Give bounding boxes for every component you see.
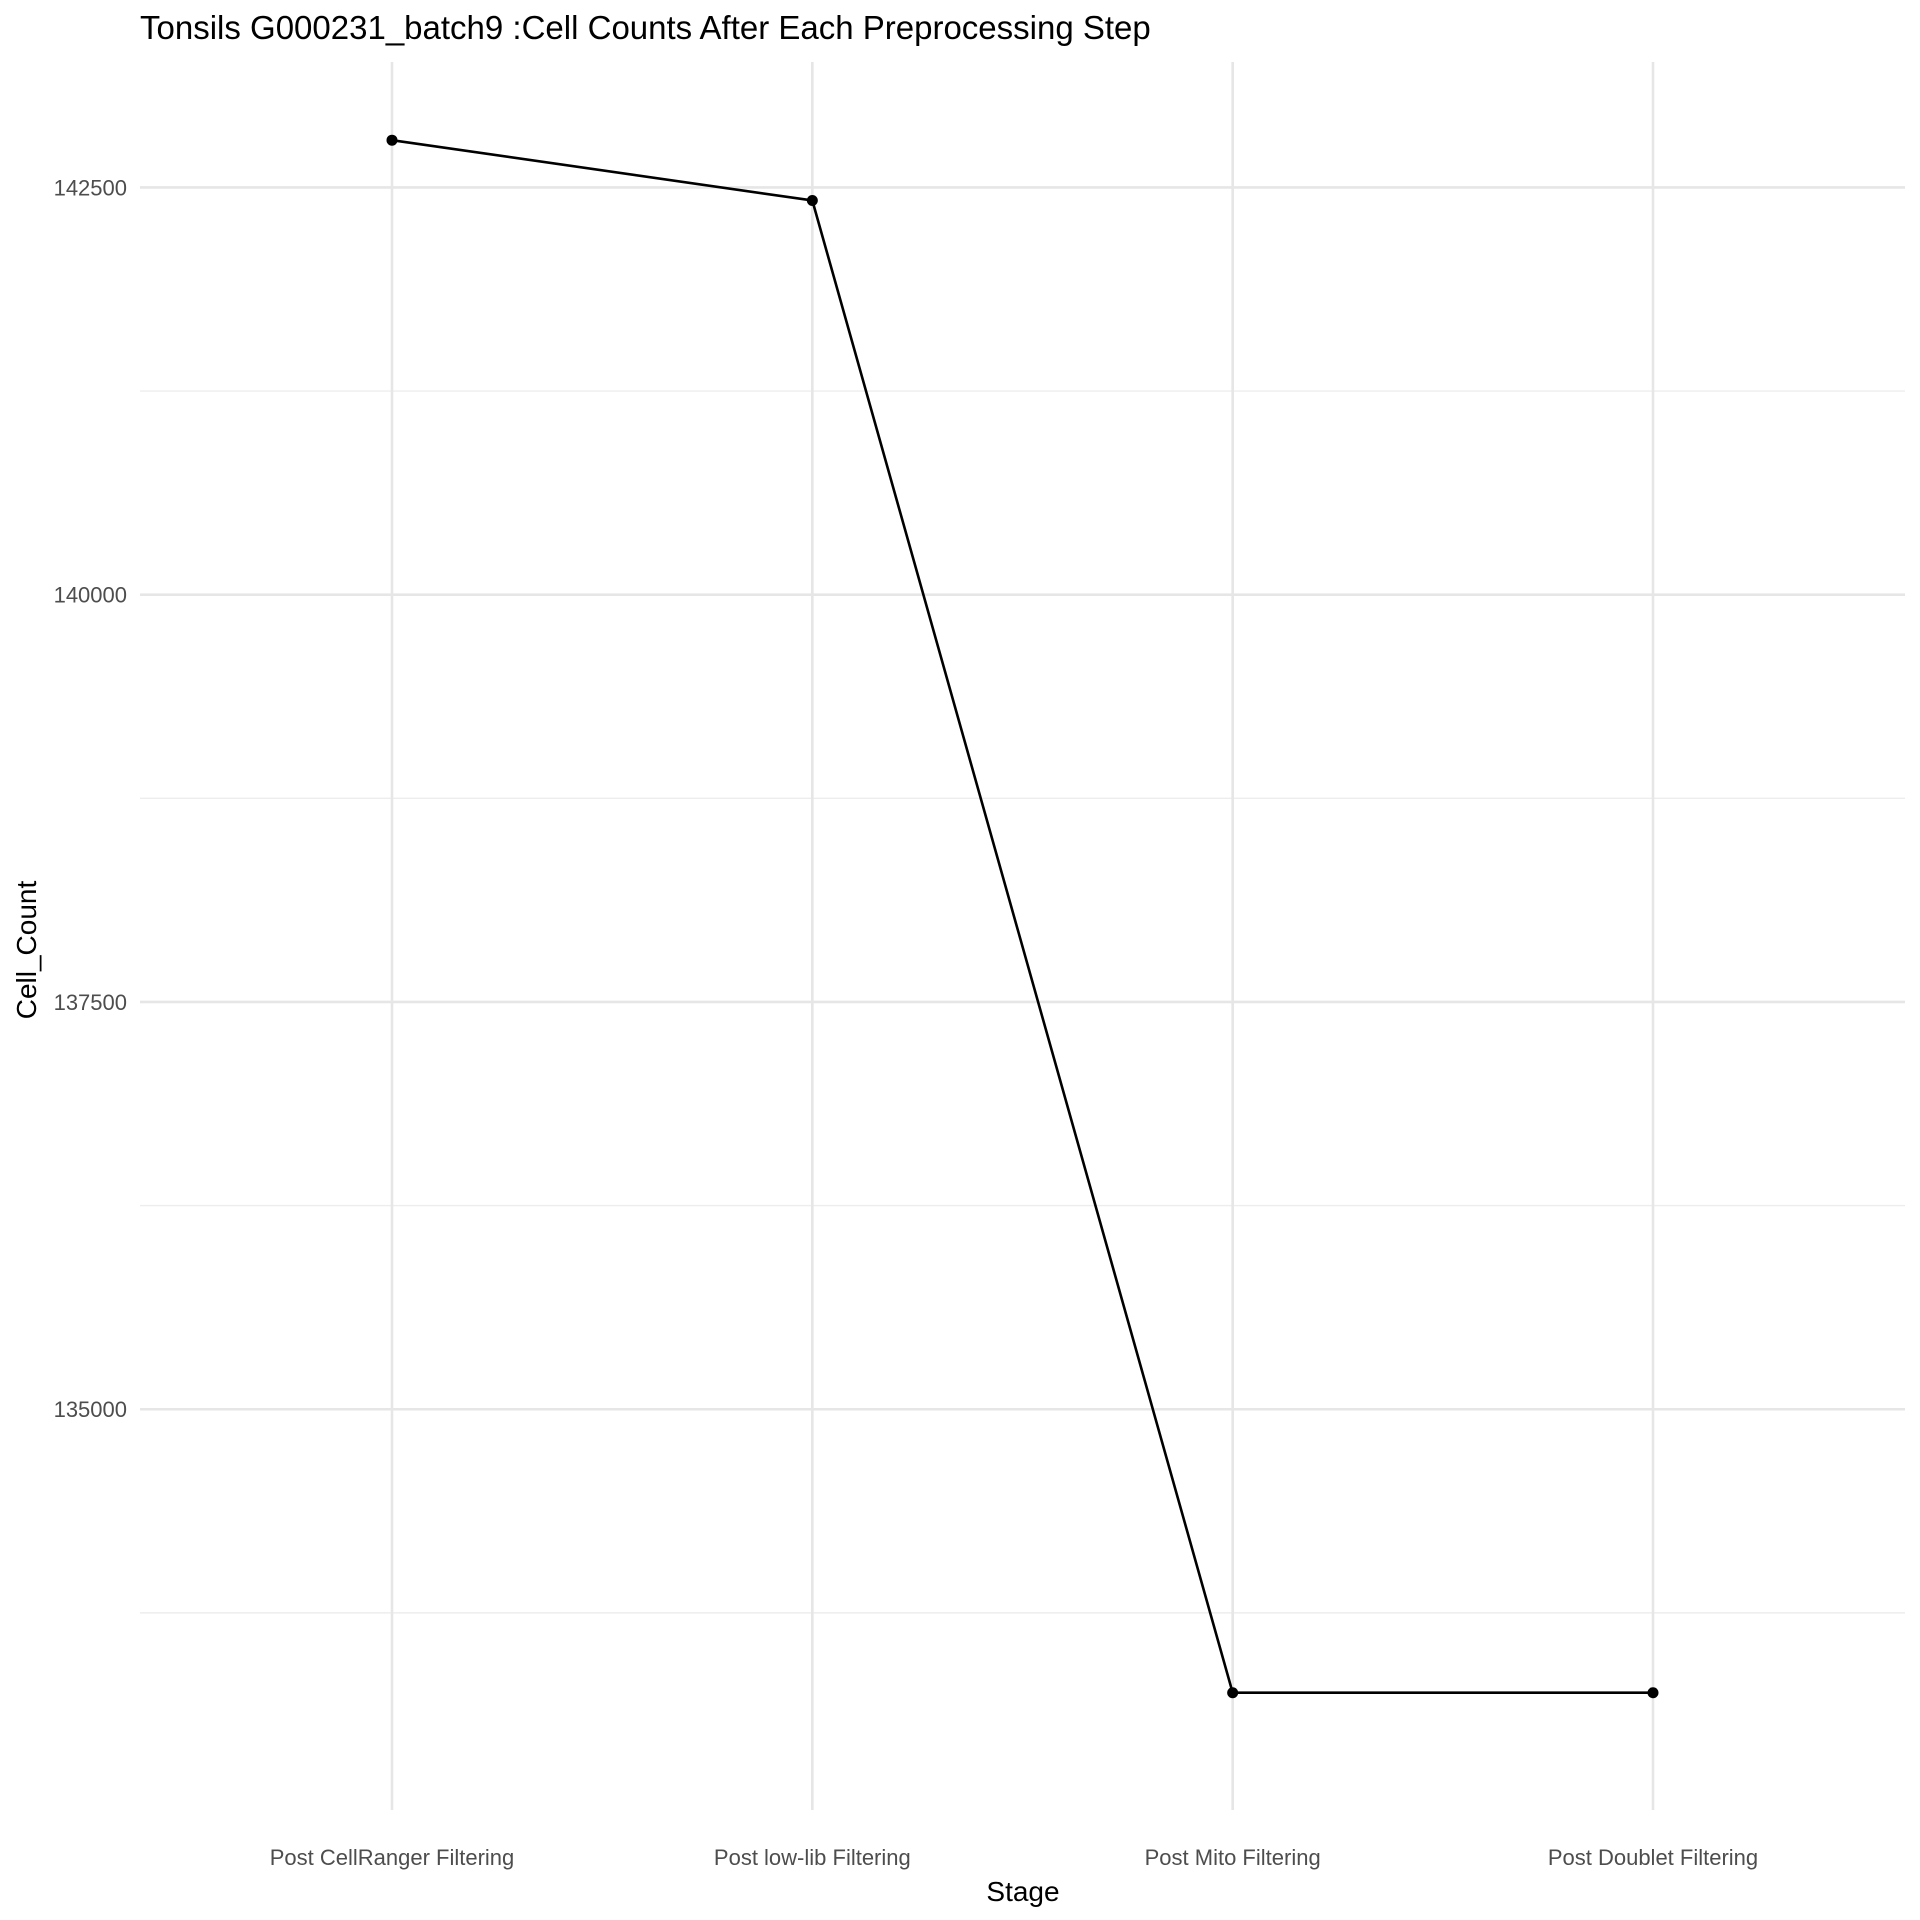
x-tick-label: Post CellRanger Filtering (270, 1845, 515, 1870)
x-tick-label: Post Doublet Filtering (1548, 1845, 1758, 1870)
y-tick-label: 142500 (54, 175, 127, 200)
data-point (1647, 1687, 1659, 1699)
x-tick-label: Post Mito Filtering (1145, 1845, 1321, 1870)
y-axis-title: Cell_Count (11, 881, 42, 1020)
x-axis-ticks: Post CellRanger Filtering Post low-lib Fi… (270, 1845, 1758, 1870)
chart-title: Tonsils G000231_batch9 :Cell Counts Afte… (140, 9, 1151, 46)
y-tick-label: 135000 (54, 1397, 127, 1422)
data-point (1227, 1687, 1239, 1699)
grid (140, 62, 1905, 1810)
series (386, 134, 1659, 1699)
y-tick-label: 140000 (54, 583, 127, 608)
data-point (386, 134, 398, 146)
series-line (391, 138, 1653, 1695)
data-point (806, 194, 818, 206)
x-tick-label: Post low-lib Filtering (714, 1845, 911, 1870)
x-axis-title: Stage (986, 1876, 1059, 1907)
y-axis-ticks: 135000 137500 140000 142500 (54, 175, 127, 1422)
y-tick-label: 137500 (54, 990, 127, 1015)
